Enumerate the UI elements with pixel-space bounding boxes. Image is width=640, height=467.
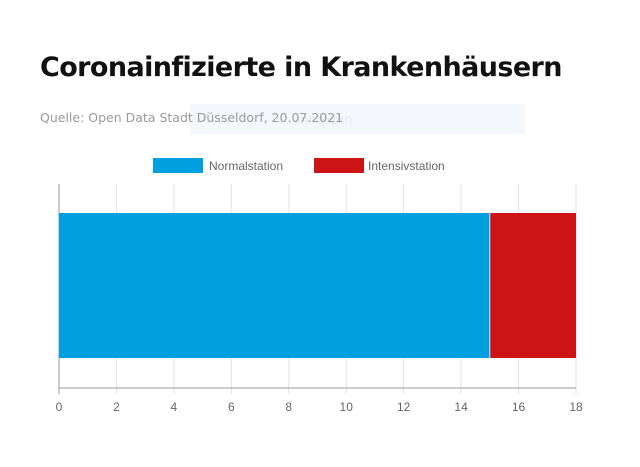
x-tick-label-16: 16 bbox=[512, 400, 526, 414]
ghost-overlay-box bbox=[190, 104, 525, 134]
x-tick-label-12: 12 bbox=[397, 400, 411, 414]
bar-intensivstation bbox=[489, 213, 576, 358]
legend-label-normalstation: Normalstation bbox=[209, 159, 283, 173]
bar-normalstation bbox=[59, 213, 490, 358]
x-tick-label-8: 8 bbox=[285, 400, 292, 414]
legend-label-intensivstation: Intensivstation bbox=[368, 159, 445, 173]
ghost-overlay-text: nneiden bbox=[300, 113, 353, 128]
legend-swatch-intensivstation bbox=[314, 158, 364, 173]
x-tick-label-18: 18 bbox=[569, 400, 583, 414]
x-tick-label-4: 4 bbox=[171, 400, 178, 414]
chart-source: Quelle: Open Data Stadt Düsseldorf, 20.0… bbox=[40, 110, 344, 125]
x-tick-label-10: 10 bbox=[340, 400, 354, 414]
x-tick-label-0: 0 bbox=[56, 400, 63, 414]
x-tick-label-2: 2 bbox=[113, 400, 120, 414]
chart-title: Coronainfizierte in Krankenhäusern bbox=[40, 52, 562, 83]
legend-swatch-normalstation bbox=[153, 158, 203, 173]
x-tick-label-14: 14 bbox=[454, 400, 468, 414]
x-tick-label-6: 6 bbox=[228, 400, 235, 414]
